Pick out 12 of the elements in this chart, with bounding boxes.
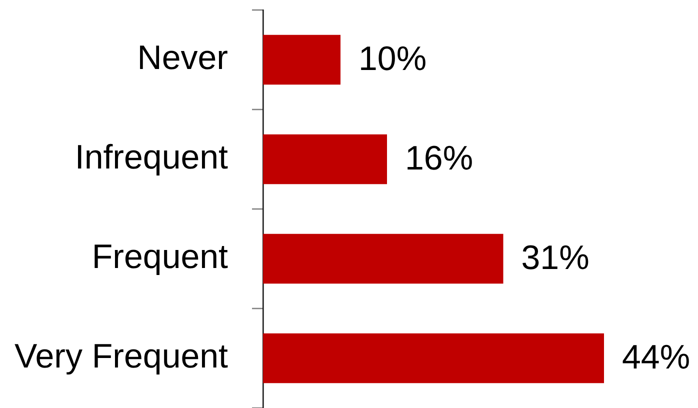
bar <box>263 234 504 284</box>
data-label: 16% <box>405 140 474 178</box>
y-tick-label: Never <box>137 39 228 78</box>
y-tick-label: Frequent <box>92 238 229 276</box>
bar <box>263 34 340 85</box>
y-tick-label: Very Frequent <box>14 338 229 376</box>
data-label: 44% <box>622 338 690 377</box>
data-label: 31% <box>521 239 590 278</box>
y-tick-label: Infrequent <box>74 138 229 177</box>
bar <box>263 333 604 384</box>
data-label: 10% <box>358 40 427 78</box>
bar <box>263 134 387 184</box>
